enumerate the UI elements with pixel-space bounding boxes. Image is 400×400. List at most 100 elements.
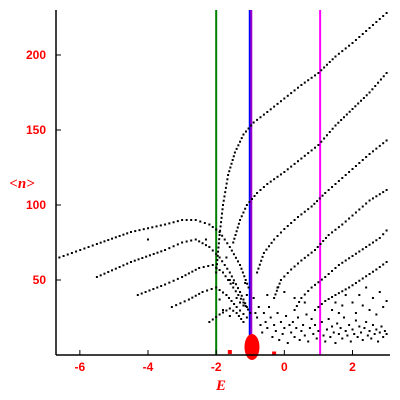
curve-6-point — [323, 137, 326, 140]
curve-9-point — [303, 293, 306, 296]
red-point-0 — [227, 350, 232, 354]
curve-4-point — [242, 321, 245, 323]
curve-2-point — [232, 286, 235, 289]
curve-1-point — [194, 238, 197, 241]
curve-6-point — [331, 127, 334, 130]
curve-1-point — [204, 244, 207, 247]
curve-0-point — [58, 256, 61, 259]
curve-8-point — [324, 237, 327, 239]
curve-2-point — [207, 265, 210, 267]
scatter-point-83 — [378, 331, 381, 334]
curve-10-point — [351, 284, 354, 287]
curve-10-point — [348, 286, 351, 289]
red-point-1 — [272, 351, 277, 356]
scatter-point-55 — [331, 325, 334, 328]
scatter-point-67 — [351, 328, 354, 331]
curve-10-point — [334, 294, 337, 296]
curve-2-point — [246, 308, 249, 311]
curve-5-point — [341, 50, 344, 53]
curve-5-point — [220, 221, 223, 224]
curve-10-point — [314, 309, 317, 311]
curve-5-point — [218, 238, 221, 241]
scatter-point-63 — [344, 330, 347, 332]
scatter-point-101 — [337, 312, 340, 314]
curve-5-point — [228, 170, 231, 173]
scatter-point-87 — [385, 333, 388, 335]
curve-5-point — [334, 55, 337, 58]
curve-7-point — [257, 267, 260, 270]
curve-10-point — [378, 266, 381, 268]
curve-5-point — [331, 58, 334, 61]
curve-10-point — [331, 296, 334, 298]
curve-5-point — [361, 33, 364, 35]
curve-3-point — [239, 309, 242, 312]
curve-6-point — [235, 230, 238, 233]
curve-9-point — [382, 233, 385, 236]
scatter-point-103 — [344, 294, 347, 296]
curve-8-point — [290, 268, 293, 271]
curve-5-point — [224, 191, 227, 194]
curve-9-point — [378, 237, 381, 239]
scatter-point-41 — [305, 313, 308, 316]
curve-2-point — [211, 264, 214, 266]
curve-1-point — [181, 241, 184, 244]
curve-6-point — [310, 149, 313, 152]
curve-7-point — [337, 180, 340, 182]
curve-5-point — [286, 94, 289, 97]
curve-3-point — [191, 296, 194, 299]
curve-6-point — [307, 152, 310, 155]
curve-5-point — [233, 151, 236, 154]
curve-6-point — [334, 124, 337, 127]
curve-5-point — [368, 27, 371, 29]
scatter-point-7 — [242, 304, 245, 307]
curve-7-point — [378, 144, 381, 147]
scatter-point-30 — [286, 342, 289, 344]
curve-9-point — [361, 248, 364, 251]
curve-7-point — [310, 205, 313, 208]
curve-2-point — [160, 285, 163, 287]
curve-0-point — [62, 255, 65, 257]
curve-7-point — [265, 248, 268, 251]
curve-6-point — [262, 186, 265, 188]
curve-1-point — [242, 298, 245, 301]
curve-1-point — [99, 274, 102, 277]
curve-2-point — [222, 271, 224, 274]
curve-7-point — [286, 225, 289, 227]
curve-8-point — [319, 243, 322, 245]
curve-1-point — [148, 254, 151, 257]
curve-7-point — [290, 222, 293, 224]
scatter-point-66 — [349, 340, 352, 343]
curve-8-point — [303, 256, 306, 259]
scatter-point-33 — [291, 321, 294, 323]
curve-7-point — [324, 192, 327, 194]
curve-6-point — [283, 171, 286, 173]
curve-2-point — [218, 269, 221, 271]
curve-5-point — [237, 144, 240, 147]
curve-7-point — [344, 174, 347, 176]
curve-6-point — [296, 160, 299, 163]
x-tick-label: -2 — [211, 360, 222, 374]
curve-8-point — [354, 211, 357, 214]
curve-0-point — [230, 249, 233, 252]
scatter-point-16 — [262, 312, 265, 314]
curve-1-point — [230, 275, 233, 278]
curve-5-point — [276, 102, 279, 105]
scatter-point-37 — [298, 339, 301, 341]
curve-1-point — [160, 250, 163, 253]
curve-10-point — [368, 273, 371, 275]
scatter-point-10 — [252, 297, 255, 299]
curve-2-point — [239, 297, 242, 300]
curve-0-point — [87, 246, 90, 248]
curve-5-point — [232, 155, 235, 158]
curve-9-point — [368, 243, 371, 246]
curve-6-point — [345, 113, 348, 116]
curve-1-point — [103, 272, 106, 275]
curve-7-point — [279, 231, 282, 234]
curve-6-point — [354, 105, 357, 108]
curve-5-point — [290, 92, 293, 95]
scatter-point-24 — [276, 312, 279, 314]
curve-7-point — [341, 177, 344, 179]
curve-5-point — [239, 140, 242, 143]
axes — [55, 10, 390, 356]
